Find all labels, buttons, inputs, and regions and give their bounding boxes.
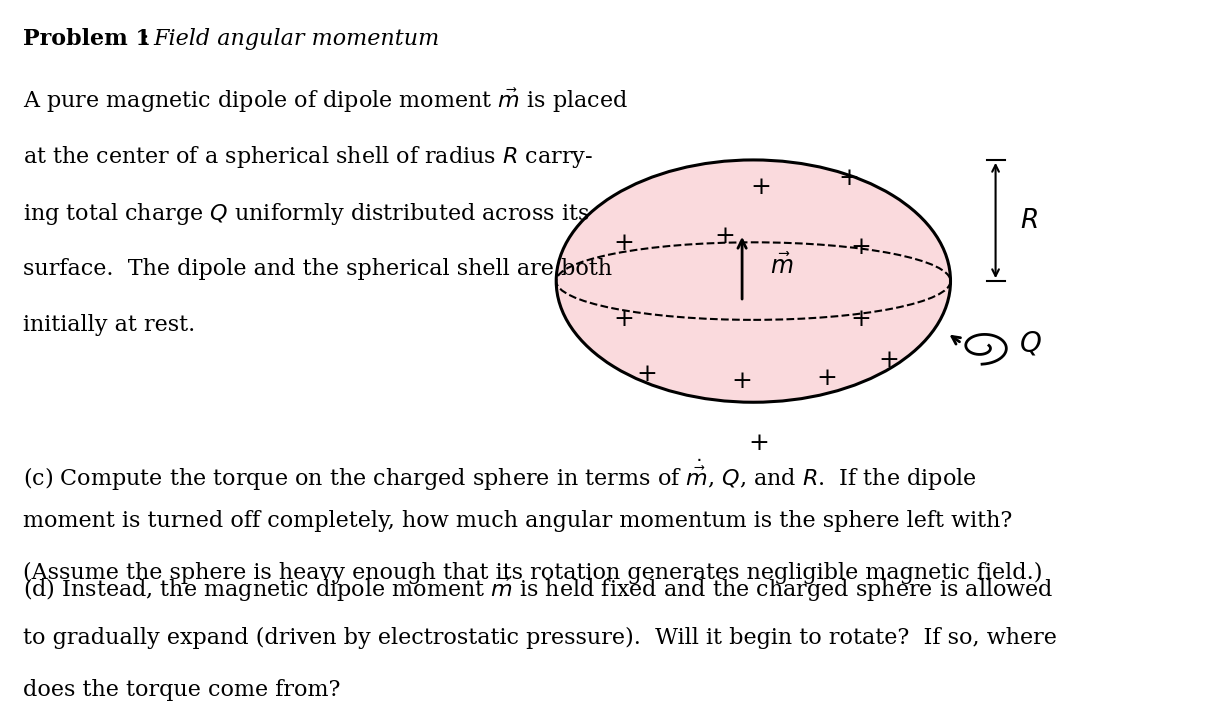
- Text: $\vec{m}$: $\vec{m}$: [771, 253, 794, 279]
- Text: +: +: [816, 367, 837, 389]
- Text: +: +: [636, 363, 657, 386]
- Text: +: +: [849, 308, 870, 330]
- Text: initially at rest.: initially at rest.: [23, 314, 196, 336]
- Text: +: +: [731, 370, 752, 393]
- Text: (c) Compute the torque on the charged sphere in terms of $\dot{\vec{m}}$, $Q$, a: (c) Compute the torque on the charged sp…: [23, 457, 977, 493]
- Text: +: +: [715, 225, 736, 247]
- Text: at the center of a spherical shell of radius $R$ carry-: at the center of a spherical shell of ra…: [23, 144, 593, 170]
- Text: $Q$: $Q$: [1019, 330, 1041, 357]
- Text: +: +: [838, 167, 859, 190]
- Text: $R$: $R$: [1020, 208, 1038, 233]
- Text: moment is turned off completely, how much angular momentum is the sphere left wi: moment is turned off completely, how muc…: [23, 510, 1013, 532]
- Text: to gradually expand (driven by electrostatic pressure).  Will it begin to rotate: to gradually expand (driven by electrost…: [23, 627, 1057, 649]
- Text: (Assume the sphere is heavy enough that its rotation generates negligible magnet: (Assume the sphere is heavy enough that …: [23, 562, 1043, 584]
- Text: +: +: [613, 232, 634, 255]
- Text: surface.  The dipole and the spherical shell are both: surface. The dipole and the spherical sh…: [23, 257, 613, 279]
- Text: (d) Instead, the magnetic dipole moment $\vec{m}$ is held fixed and the charged : (d) Instead, the magnetic dipole moment …: [23, 575, 1054, 603]
- Text: +: +: [878, 350, 899, 372]
- Text: Problem 1: Problem 1: [23, 28, 151, 50]
- Circle shape: [556, 160, 950, 402]
- Text: +: +: [613, 308, 634, 330]
- Text: does the torque come from?: does the torque come from?: [23, 679, 341, 701]
- Text: :: :: [142, 28, 156, 50]
- Text: +: +: [751, 176, 772, 199]
- Text: +: +: [849, 236, 870, 259]
- Text: +: +: [748, 432, 769, 455]
- Text: A pure magnetic dipole of dipole moment $\vec{m}$ is placed: A pure magnetic dipole of dipole moment …: [23, 87, 629, 116]
- Text: Field angular momentum: Field angular momentum: [153, 28, 439, 50]
- Text: ing total charge $Q$ uniformly distributed across its: ing total charge $Q$ uniformly distribut…: [23, 201, 590, 227]
